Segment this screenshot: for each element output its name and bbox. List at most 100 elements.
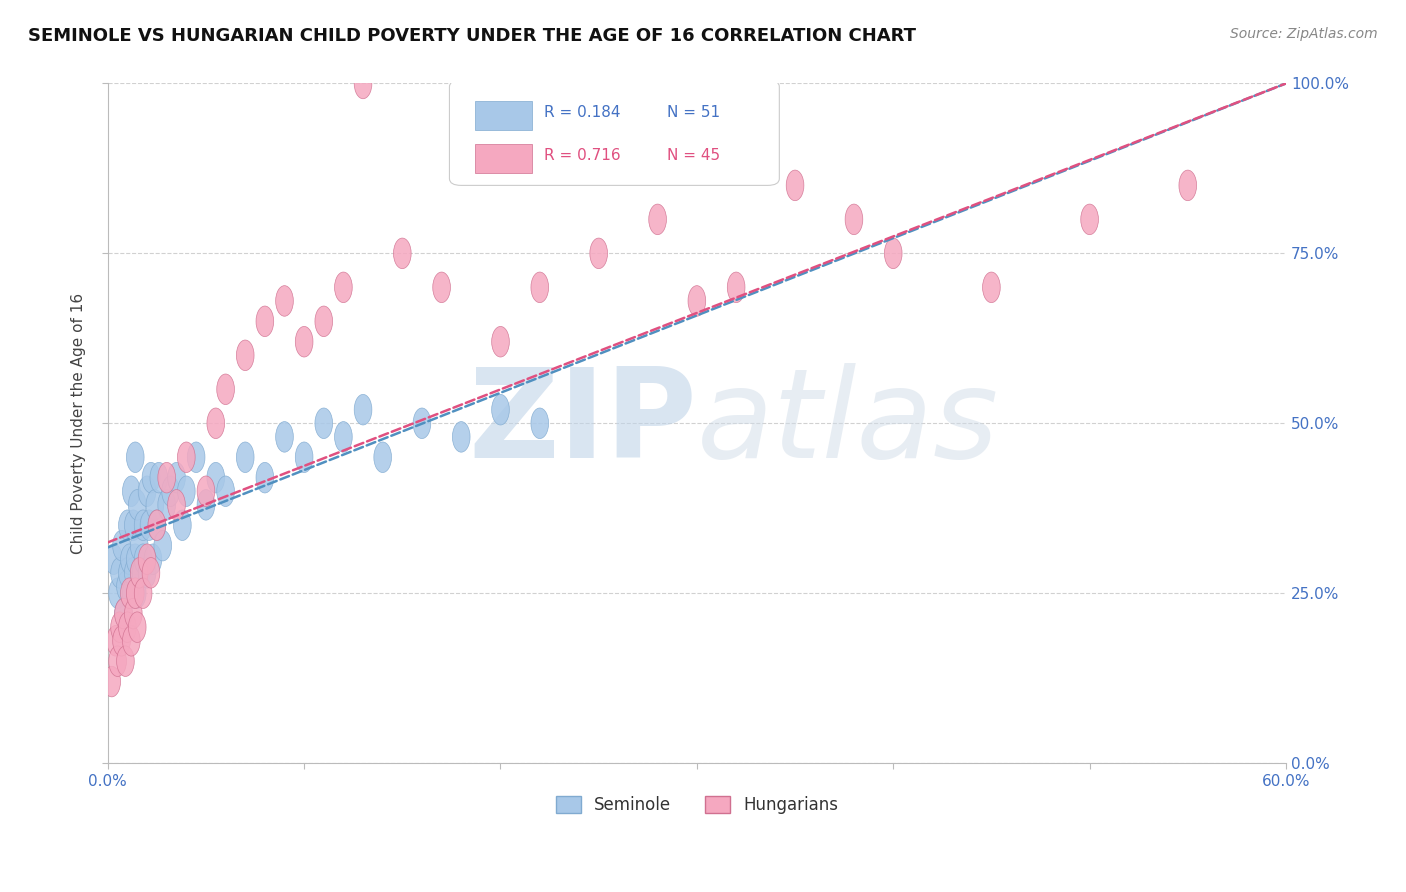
- Ellipse shape: [276, 285, 294, 317]
- Ellipse shape: [983, 272, 1000, 302]
- Text: SEMINOLE VS HUNGARIAN CHILD POVERTY UNDER THE AGE OF 16 CORRELATION CHART: SEMINOLE VS HUNGARIAN CHILD POVERTY UNDE…: [28, 27, 917, 45]
- Ellipse shape: [153, 531, 172, 561]
- Ellipse shape: [125, 558, 142, 588]
- Ellipse shape: [167, 490, 186, 520]
- Ellipse shape: [786, 170, 804, 201]
- Ellipse shape: [173, 510, 191, 541]
- Ellipse shape: [217, 374, 235, 405]
- Ellipse shape: [492, 394, 509, 425]
- Ellipse shape: [115, 599, 132, 629]
- Ellipse shape: [884, 238, 903, 268]
- Ellipse shape: [197, 476, 215, 507]
- Ellipse shape: [128, 612, 146, 642]
- Ellipse shape: [295, 326, 314, 357]
- Y-axis label: Child Poverty Under the Age of 16: Child Poverty Under the Age of 16: [72, 293, 86, 554]
- Ellipse shape: [138, 558, 156, 588]
- Ellipse shape: [128, 490, 146, 520]
- Ellipse shape: [845, 204, 863, 235]
- Ellipse shape: [121, 578, 138, 608]
- Ellipse shape: [1081, 204, 1098, 235]
- Ellipse shape: [315, 408, 333, 439]
- Ellipse shape: [118, 558, 136, 588]
- Ellipse shape: [453, 422, 470, 452]
- Ellipse shape: [148, 510, 166, 541]
- Ellipse shape: [122, 578, 141, 608]
- Text: N = 45: N = 45: [668, 148, 720, 163]
- Ellipse shape: [256, 306, 274, 336]
- Ellipse shape: [276, 422, 294, 452]
- Ellipse shape: [162, 476, 180, 507]
- Ellipse shape: [531, 272, 548, 302]
- Ellipse shape: [108, 578, 127, 608]
- Text: R = 0.184: R = 0.184: [544, 105, 620, 120]
- Ellipse shape: [197, 490, 215, 520]
- Ellipse shape: [122, 476, 141, 507]
- Ellipse shape: [112, 625, 131, 657]
- Ellipse shape: [187, 442, 205, 473]
- Ellipse shape: [315, 306, 333, 336]
- Ellipse shape: [295, 442, 314, 473]
- Ellipse shape: [207, 462, 225, 493]
- Ellipse shape: [111, 612, 128, 642]
- Ellipse shape: [413, 408, 430, 439]
- Ellipse shape: [354, 68, 371, 99]
- Ellipse shape: [236, 442, 254, 473]
- Ellipse shape: [142, 462, 160, 493]
- Ellipse shape: [256, 462, 274, 493]
- FancyBboxPatch shape: [475, 145, 531, 173]
- Ellipse shape: [121, 544, 138, 574]
- Ellipse shape: [143, 544, 162, 574]
- Ellipse shape: [335, 272, 353, 302]
- Ellipse shape: [135, 544, 152, 574]
- Ellipse shape: [128, 578, 146, 608]
- Ellipse shape: [132, 558, 150, 588]
- Ellipse shape: [122, 625, 141, 657]
- Ellipse shape: [146, 490, 163, 520]
- Ellipse shape: [103, 666, 121, 697]
- Ellipse shape: [394, 238, 411, 268]
- Ellipse shape: [118, 612, 136, 642]
- Ellipse shape: [433, 272, 450, 302]
- Text: R = 0.716: R = 0.716: [544, 148, 620, 163]
- Ellipse shape: [127, 442, 143, 473]
- Ellipse shape: [115, 599, 132, 629]
- Text: atlas: atlas: [697, 363, 1000, 483]
- FancyBboxPatch shape: [475, 101, 531, 129]
- Ellipse shape: [727, 272, 745, 302]
- Ellipse shape: [148, 510, 166, 541]
- Ellipse shape: [125, 510, 142, 541]
- Ellipse shape: [105, 544, 122, 574]
- Ellipse shape: [492, 326, 509, 357]
- Ellipse shape: [688, 285, 706, 317]
- Ellipse shape: [648, 204, 666, 235]
- Ellipse shape: [591, 238, 607, 268]
- Ellipse shape: [118, 510, 136, 541]
- Ellipse shape: [107, 625, 125, 657]
- Ellipse shape: [135, 578, 152, 608]
- Ellipse shape: [354, 394, 371, 425]
- Ellipse shape: [111, 558, 128, 588]
- Ellipse shape: [112, 531, 131, 561]
- Legend: Seminole, Hungarians: Seminole, Hungarians: [547, 788, 846, 822]
- Ellipse shape: [108, 646, 127, 676]
- Ellipse shape: [1180, 170, 1197, 201]
- Ellipse shape: [127, 544, 143, 574]
- Ellipse shape: [177, 476, 195, 507]
- Ellipse shape: [135, 510, 152, 541]
- Ellipse shape: [177, 442, 195, 473]
- Ellipse shape: [150, 462, 167, 493]
- Ellipse shape: [117, 646, 135, 676]
- Ellipse shape: [125, 599, 142, 629]
- Ellipse shape: [141, 510, 157, 541]
- Ellipse shape: [138, 476, 156, 507]
- Text: Source: ZipAtlas.com: Source: ZipAtlas.com: [1230, 27, 1378, 41]
- Ellipse shape: [157, 490, 176, 520]
- Ellipse shape: [131, 531, 148, 561]
- Ellipse shape: [127, 578, 143, 608]
- Text: ZIP: ZIP: [468, 363, 697, 483]
- Text: N = 51: N = 51: [668, 105, 720, 120]
- Ellipse shape: [335, 422, 353, 452]
- Ellipse shape: [374, 442, 391, 473]
- Ellipse shape: [157, 462, 176, 493]
- Ellipse shape: [217, 476, 235, 507]
